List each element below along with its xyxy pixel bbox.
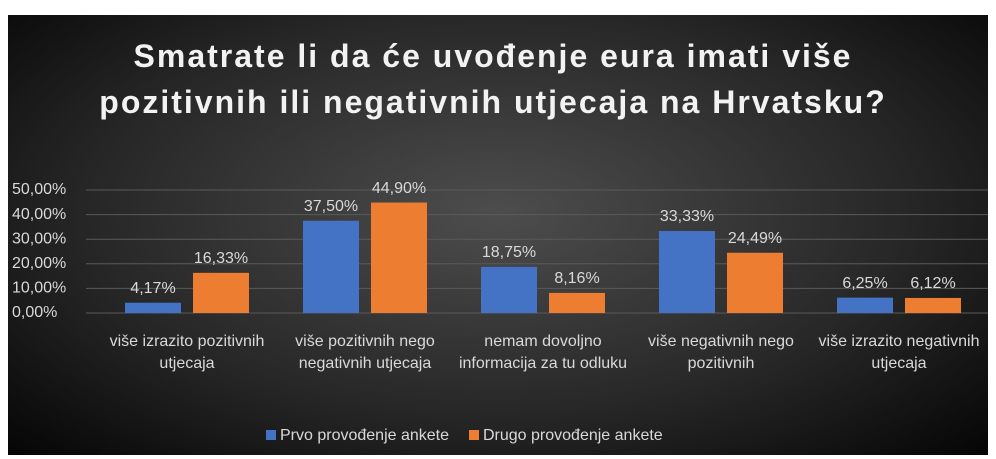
data-label: 6,12% [910, 275, 955, 292]
plot: 0,00% 10,00% 20,00% 30,00% 40,00% 50,00% 4,17%… [12, 180, 988, 444]
y-tick-label: 0,00% [12, 304, 57, 321]
data-label: 33,33% [660, 208, 714, 225]
data-label: 4,17% [130, 280, 175, 297]
x-tick-label: nemam dovoljno informacija za tu odluku [458, 333, 628, 372]
bar [837, 297, 893, 313]
y-tick-label: 50,00% [12, 181, 66, 198]
data-label: 18,75% [482, 244, 536, 261]
data-label: 16,33% [194, 250, 248, 267]
chart: 0,00% 10,00% 20,00% 30,00% 40,00% 50,00% 4,17%… [8, 15, 988, 455]
x-tick-label: više pozitivnih nego negativnih utjecaja [295, 333, 435, 372]
data-label: 8,16% [554, 270, 599, 287]
legend-swatch [469, 430, 479, 440]
data-label: 37,50% [304, 198, 358, 215]
bar [193, 272, 249, 313]
bar [303, 220, 359, 313]
data-label: 44,90% [372, 180, 426, 197]
bar [481, 266, 537, 313]
data-label: 6,25% [842, 275, 887, 292]
data-label: 24,49% [728, 230, 782, 247]
bar [549, 292, 605, 313]
y-tick-label: 40,00% [12, 206, 66, 223]
bar [727, 252, 783, 313]
x-tick-label: više izrazito pozitivnih utjecaja [109, 333, 265, 372]
legend-label: Prvo provođenje ankete [280, 427, 449, 444]
x-tick-label: više izrazito negativnih utjecaja [818, 333, 980, 372]
y-tick-label: 10,00% [12, 280, 66, 297]
bar [371, 202, 427, 313]
y-tick-label: 20,00% [12, 255, 66, 272]
legend-swatch [266, 430, 276, 440]
legend-label: Drugo provođenje ankete [483, 427, 663, 444]
x-tick-label: više negativnih nego pozitivnih [648, 333, 794, 372]
bar [659, 231, 715, 313]
chart-title: Smatrate li da će uvođenje eura imati vi… [99, 38, 887, 120]
bar [905, 297, 961, 313]
bar [125, 302, 181, 313]
y-tick-label: 30,00% [12, 230, 66, 247]
